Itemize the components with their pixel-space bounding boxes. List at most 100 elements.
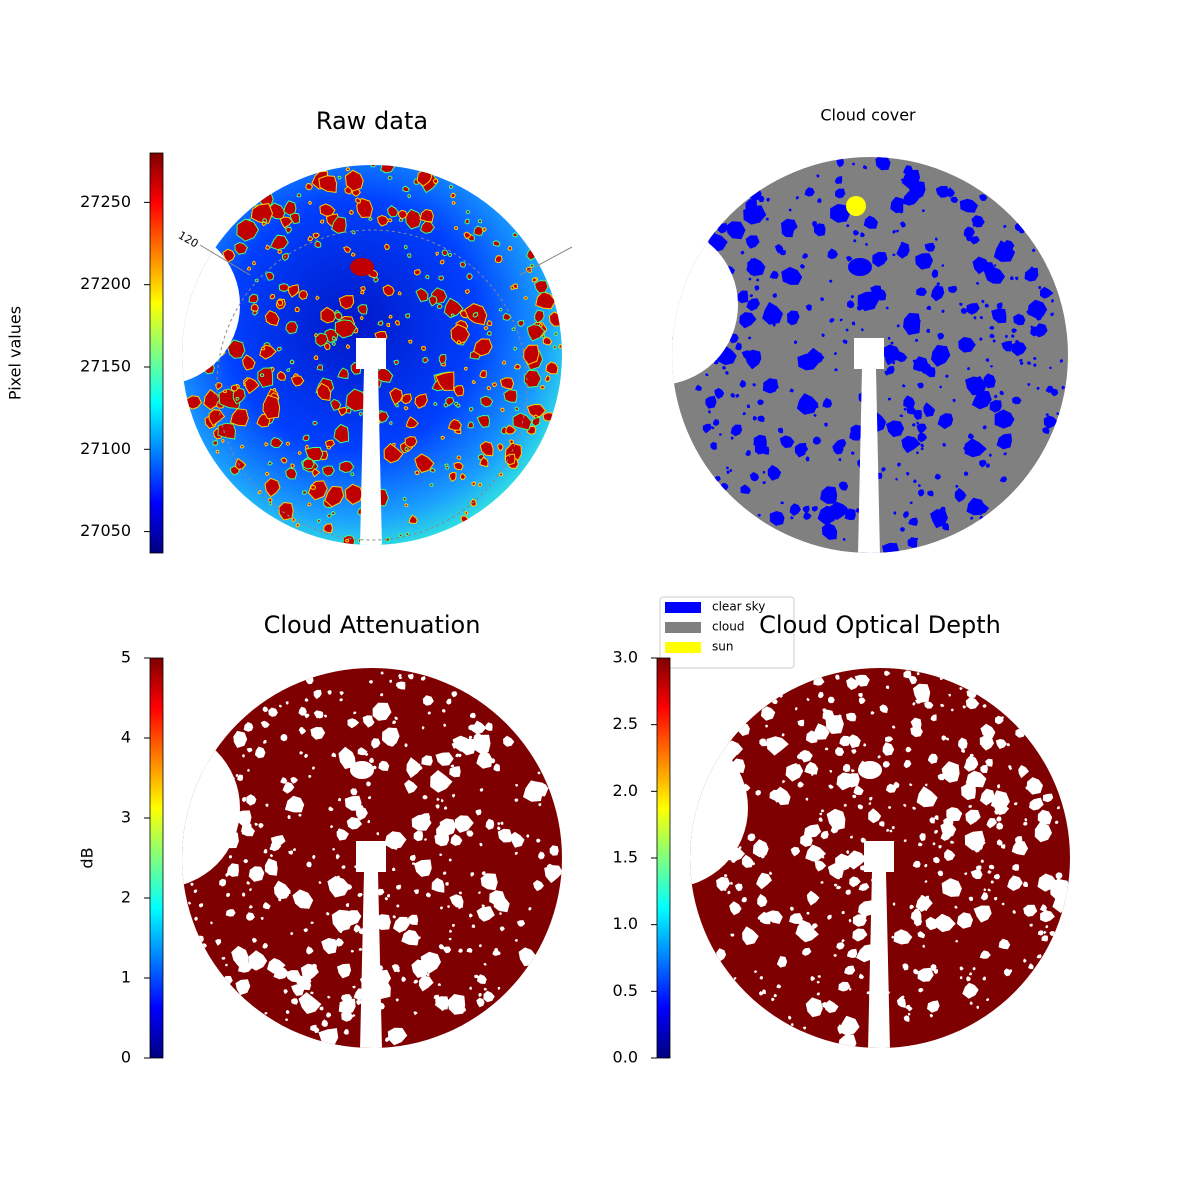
blob <box>280 777 288 784</box>
blob <box>734 883 743 892</box>
blob <box>513 363 521 370</box>
blob <box>739 379 747 388</box>
blob <box>802 253 809 259</box>
blob <box>513 346 518 352</box>
blob <box>429 483 434 487</box>
blob <box>440 435 446 441</box>
blob <box>234 241 249 255</box>
blob <box>345 538 350 543</box>
blob <box>198 903 204 908</box>
blob <box>464 218 470 225</box>
blob <box>906 471 910 476</box>
blob <box>903 1015 910 1022</box>
blob <box>846 948 858 958</box>
blob <box>344 795 362 811</box>
blob <box>413 269 422 276</box>
blob <box>403 406 409 411</box>
blob <box>805 456 810 462</box>
blob <box>420 676 426 681</box>
blob <box>1027 299 1048 318</box>
blob <box>891 935 895 939</box>
blob <box>394 402 399 408</box>
blob <box>941 735 947 741</box>
blob <box>820 297 825 301</box>
blob <box>450 313 455 317</box>
blob <box>875 157 891 171</box>
blob <box>959 687 963 690</box>
blob <box>1023 881 1028 887</box>
blob <box>789 388 794 393</box>
blob <box>402 185 411 193</box>
blob <box>965 696 980 710</box>
blob <box>757 399 764 406</box>
blob <box>479 456 489 467</box>
blob <box>1042 427 1050 434</box>
blob <box>334 319 358 339</box>
blob <box>881 467 886 472</box>
panel-title: Cloud Attenuation <box>264 611 481 639</box>
blob <box>942 442 946 447</box>
colorbar <box>656 657 671 1059</box>
blob <box>826 808 846 831</box>
blob <box>833 954 837 957</box>
blob <box>264 477 281 498</box>
blob <box>394 320 400 326</box>
blob <box>948 693 951 697</box>
blob <box>536 838 541 843</box>
blob <box>413 889 419 895</box>
blob <box>343 1029 349 1035</box>
blob <box>989 333 995 339</box>
blob <box>324 485 345 508</box>
blob <box>868 802 872 805</box>
colorbar-tick-label: 2.5 <box>613 714 638 733</box>
blob <box>780 218 798 237</box>
blob <box>749 294 754 298</box>
blob <box>695 384 703 391</box>
blob <box>318 175 338 193</box>
blob <box>278 704 283 708</box>
blob <box>912 423 916 427</box>
blob <box>920 443 924 448</box>
blob <box>895 477 898 481</box>
blob <box>295 895 303 901</box>
blob <box>271 859 278 866</box>
colorbar-tick-label: 27200 <box>80 274 131 293</box>
blob <box>280 457 288 464</box>
blob <box>276 370 287 381</box>
blob <box>862 165 868 170</box>
blob <box>258 822 264 829</box>
blob <box>982 704 987 708</box>
blob <box>497 986 501 991</box>
blob <box>475 809 482 816</box>
blob <box>310 727 326 740</box>
blob <box>430 467 436 473</box>
blob <box>413 859 432 877</box>
blob <box>869 796 873 801</box>
blob <box>306 946 314 955</box>
blob <box>463 826 466 829</box>
blob <box>945 737 950 741</box>
blob <box>413 979 419 984</box>
blob <box>820 486 838 504</box>
blob <box>993 240 1016 262</box>
blob <box>483 987 487 991</box>
blob <box>386 205 399 218</box>
blob <box>481 904 485 908</box>
blob <box>739 312 757 329</box>
blob <box>466 948 473 953</box>
blob <box>760 738 768 747</box>
blob <box>979 316 983 320</box>
blob <box>980 723 996 739</box>
blob <box>912 806 916 810</box>
blob <box>800 264 805 269</box>
blob <box>892 725 896 729</box>
blob <box>331 335 337 342</box>
blob <box>923 402 936 417</box>
blob <box>414 393 428 409</box>
blob <box>745 235 760 249</box>
blob <box>1011 841 1029 856</box>
blob <box>893 781 900 789</box>
blob <box>304 697 309 702</box>
blob <box>380 165 396 174</box>
blob <box>993 264 996 267</box>
